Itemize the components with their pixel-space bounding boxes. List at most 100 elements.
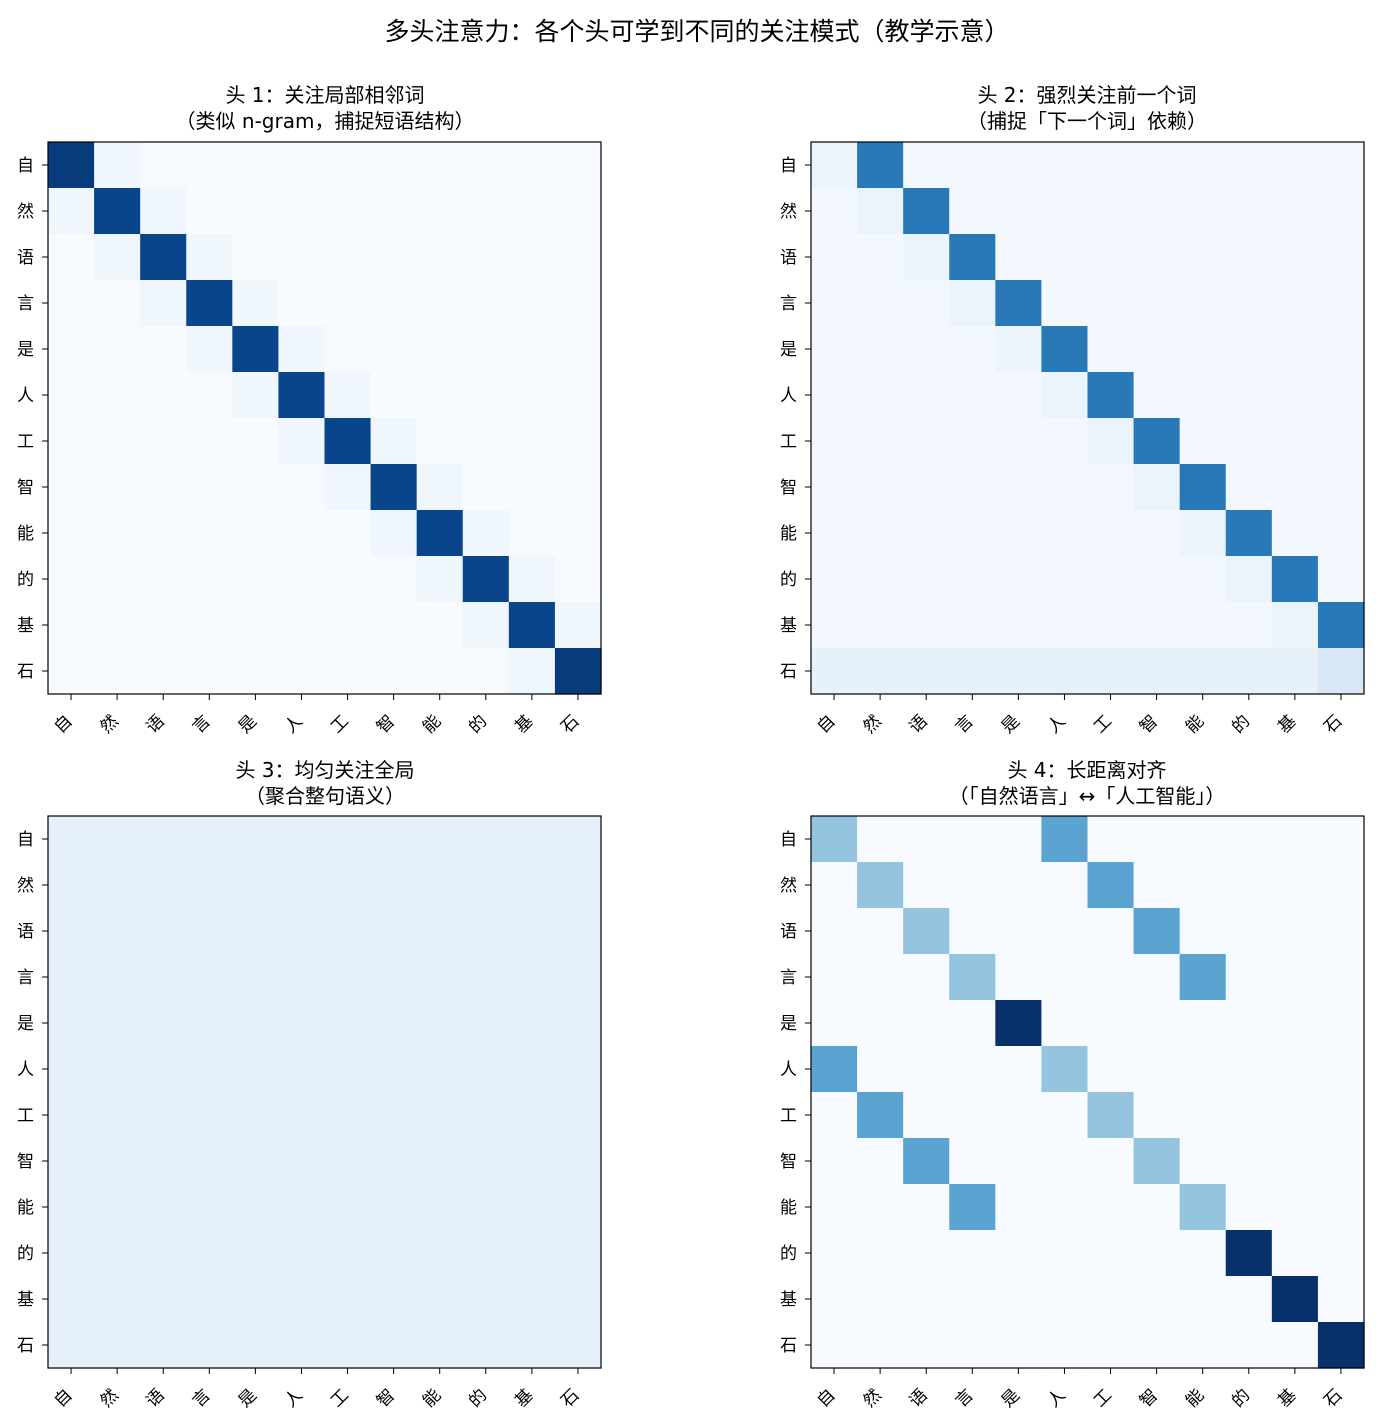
heatmap-cell-10-11 [1317,1276,1365,1323]
heatmap-cell-10-11 [554,602,602,649]
heatmap-cell-10-9 [462,602,510,649]
y-tick-label: 言 [780,294,797,314]
heatmap-cell-1-4 [995,862,1043,909]
heatmap-cell-1-10 [1271,862,1319,909]
heatmap-cell-3-3 [186,954,233,1001]
x-tick-label: 语 [906,1385,932,1411]
heatmap-cell-7-7 [1133,464,1181,511]
heatmap-cell-7-11 [1317,1138,1365,1185]
heatmap-cell-9-3 [949,1230,996,1277]
heatmap-cell-9-1 [94,556,141,603]
heatmap-cell-10-7 [370,602,418,649]
heatmap-cell-3-7 [1133,954,1181,1001]
heatmap-cell-3-10 [1271,954,1319,1001]
heatmap-cell-0-0 [48,142,95,189]
heatmap-cell-3-5 [278,280,326,327]
heatmap-cell-0-2 [140,142,187,189]
heatmap-cell-2-5 [1041,234,1089,281]
x-tick-label: 语 [906,711,932,737]
heatmap-cell-4-3 [949,326,996,373]
heatmap-cell-11-10 [1271,1322,1319,1369]
heatmap-cell-6-6 [1087,418,1135,465]
heatmap-cell-10-4 [232,1276,280,1323]
heatmap-cell-4-4 [232,1000,280,1047]
heatmap-cell-0-10 [1271,142,1319,189]
heatmap-cell-8-9 [1225,1184,1273,1231]
heatmap-cell-0-3 [949,816,996,863]
x-tick-label: 工 [1090,711,1116,737]
heatmap-cell-3-4 [232,280,280,327]
heatmap-cell-9-2 [903,1230,950,1277]
heatmap-cell-9-5 [278,556,326,603]
heatmap-cell-4-0 [48,326,95,373]
heatmap-cell-0-3 [186,142,233,189]
x-tick-label: 石 [557,1385,583,1411]
heatmap-cell-5-11 [1317,1046,1365,1093]
heatmap-cell-8-5 [278,510,326,557]
heatmap-cell-10-6 [324,602,372,649]
heatmap-cell-2-11 [1317,234,1365,281]
y-tick-label: 自 [17,156,34,176]
heatmap-cell-0-4 [232,816,280,863]
y-tick-label: 然 [17,202,34,222]
heatmap-cell-4-9 [1225,1000,1273,1047]
heatmap-cell-0-7 [1133,142,1181,189]
heatmap-cell-10-2 [140,602,187,649]
heatmap-cell-5-9 [1225,372,1273,419]
y-tick-label: 工 [17,1106,34,1126]
heatmap-cell-11-4 [232,1322,280,1369]
heatmap-cell-11-6 [324,1322,372,1369]
head-4-subtitle: （「自然语言」↔「人工智能」） [949,784,1226,808]
heatmap-cell-10-3 [949,602,996,649]
x-tick-label: 工 [327,711,353,737]
heatmap-cell-1-10 [508,188,556,235]
heatmap-cell-9-6 [1087,556,1135,603]
x-tick-label: 智 [1136,1385,1162,1411]
heatmap-cell-6-2 [903,1092,950,1139]
heatmap-cell-5-7 [370,1046,418,1093]
heatmap-cell-11-11 [1317,1322,1365,1369]
heatmap-cell-11-9 [462,1322,510,1369]
y-tick-label: 是 [17,340,34,360]
heatmap-cell-7-0 [48,1138,95,1185]
heatmap-cell-3-1 [857,280,904,327]
heatmap-cell-2-9 [1225,908,1273,955]
heatmap-cell-6-3 [186,1092,233,1139]
heatmap-cell-1-7 [370,862,418,909]
heatmap-cell-7-9 [462,464,510,511]
heatmap-cell-11-11 [1317,648,1365,695]
x-tick-label: 能 [419,1385,445,1411]
heatmap-cell-10-6 [1087,1276,1135,1323]
heatmap-cell-1-2 [140,188,187,235]
y-tick-label: 人 [17,386,34,406]
heatmap-cell-0-11 [554,816,602,863]
heatmap-cell-2-7 [370,234,418,281]
heatmap-cell-4-1 [94,1000,141,1047]
x-tick-label: 石 [1320,1385,1346,1411]
heatmap-cell-1-5 [1041,862,1089,909]
heatmap-cell-9-4 [232,556,280,603]
heatmap-cell-10-4 [995,1276,1043,1323]
heatmap-cell-5-3 [949,1046,996,1093]
heatmap-cell-11-0 [811,648,858,695]
heatmap-cell-0-8 [416,816,464,863]
heatmap-cell-4-11 [1317,326,1365,373]
heatmap-cell-7-4 [995,464,1043,511]
heatmap-cell-5-11 [554,1046,602,1093]
heatmap-cell-9-3 [186,556,233,603]
heatmap-cell-2-3 [186,234,233,281]
heatmap-cell-11-5 [278,648,326,695]
heatmap-cell-11-2 [140,648,187,695]
head-4-panel: 头 4：长距离对齐 （「自然语言」↔「人工智能」） 自然语言是人工智能的基石自然… [780,758,1365,1412]
y-tick-label: 然 [780,876,797,896]
y-tick-label: 智 [780,1152,797,1172]
head-2-heatmap [811,142,1365,695]
heatmap-cell-3-8 [416,280,464,327]
heatmap-cell-6-6 [324,1092,372,1139]
heatmap-cell-10-10 [508,1276,556,1323]
heatmap-cell-9-2 [903,556,950,603]
head-2-subtitle: （捕捉「下一个词」依赖） [967,109,1207,133]
y-tick-label: 语 [17,248,34,268]
heatmap-cell-5-7 [370,372,418,419]
